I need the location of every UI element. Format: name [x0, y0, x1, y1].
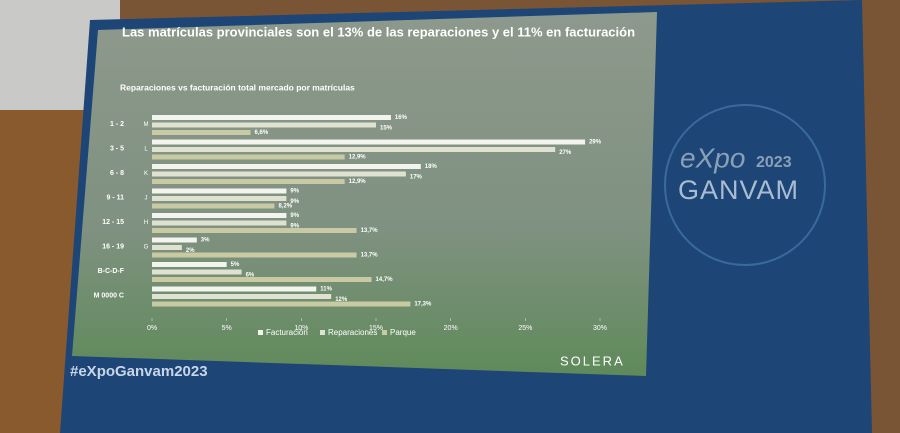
y-tick-label: M 0000 C	[94, 293, 124, 300]
value-label: 12%	[335, 297, 348, 303]
value-label: 15%	[380, 126, 393, 132]
value-label: 9%	[290, 213, 299, 219]
brand-year: 2023	[756, 154, 792, 171]
value-label: 9%	[290, 189, 299, 195]
category-code: J	[145, 195, 148, 201]
bar	[152, 245, 182, 250]
chart-title: Las matrículas provinciales son el 13% d…	[122, 24, 635, 39]
bar	[152, 220, 287, 226]
bar	[152, 252, 357, 258]
value-label: 29%	[589, 140, 602, 146]
bar	[152, 171, 406, 177]
x-tick-label: 0%	[147, 325, 157, 332]
bar	[152, 188, 287, 194]
x-tick-label: 30%	[593, 325, 607, 332]
value-label: 18%	[425, 164, 438, 170]
value-label: 16%	[395, 115, 408, 121]
y-tick-label: 9 - 11	[106, 195, 124, 202]
y-tick-label: B-C-D-F	[98, 268, 125, 275]
legend-swatch	[320, 330, 325, 335]
bar	[152, 139, 586, 145]
bar	[152, 196, 287, 201]
slide	[72, 12, 657, 376]
bar	[152, 147, 556, 152]
bar	[152, 164, 421, 169]
bar	[152, 237, 197, 243]
x-tick-label: 15%	[369, 325, 383, 332]
bar	[152, 269, 242, 275]
category-code: L	[144, 146, 148, 152]
y-tick-label: 1 - 2	[110, 121, 124, 128]
value-label: 13,7%	[361, 253, 379, 259]
bar	[152, 294, 332, 299]
value-label: 9%	[290, 224, 299, 230]
y-tick-label: 6 - 8	[110, 170, 124, 177]
bar	[152, 262, 227, 267]
sponsor: SOLERA	[560, 353, 625, 368]
brand-expo: eXpo	[680, 142, 745, 173]
bar	[152, 115, 391, 120]
x-tick-label: 25%	[518, 325, 532, 332]
x-tick-label: 5%	[222, 325, 232, 332]
bar	[152, 179, 345, 184]
value-label: 9%	[290, 199, 299, 205]
bar	[152, 154, 345, 160]
y-tick-label: 3 - 5	[110, 146, 124, 153]
bar	[152, 301, 411, 307]
value-label: 11%	[320, 287, 332, 293]
brand-name: GANVAM	[678, 175, 799, 205]
bar	[152, 213, 287, 218]
chart-subtitle: Reparaciones vs facturación total mercad…	[120, 82, 355, 92]
y-tick-label: 12 - 15	[102, 219, 124, 226]
value-label: 2%	[186, 248, 195, 254]
value-label: 14,7%	[376, 277, 394, 283]
legend-label: Reparaciones	[328, 328, 377, 337]
value-label: 13,7%	[361, 228, 379, 234]
bar	[152, 203, 275, 209]
legend-label: Facturación	[266, 328, 308, 337]
category-code: K	[144, 171, 148, 177]
value-label: 27%	[559, 150, 572, 156]
category-code: G	[144, 244, 149, 250]
deco-circle	[664, 104, 826, 266]
hashtag: #eXpoGanvam2023	[70, 363, 208, 380]
bar	[152, 286, 317, 292]
value-label: 12,9%	[349, 179, 367, 185]
x-tick-label: 10%	[294, 325, 308, 332]
value-label: 12,9%	[349, 155, 367, 161]
legend-swatch	[382, 330, 387, 335]
bar	[152, 130, 251, 135]
bar	[152, 277, 372, 282]
x-tick-label: 20%	[444, 325, 458, 332]
bar	[152, 228, 357, 233]
value-label: 17,3%	[414, 302, 432, 308]
category-code: M	[144, 122, 149, 128]
legend-label: Parque	[390, 328, 416, 337]
value-label: 17%	[410, 175, 423, 181]
bar	[152, 122, 376, 128]
value-label: 6,6%	[255, 130, 269, 136]
value-label: 6%	[246, 273, 255, 279]
category-code: H	[144, 220, 148, 226]
value-label: 8,2%	[278, 204, 292, 210]
value-label: 3%	[201, 238, 210, 244]
legend-swatch	[258, 330, 263, 335]
y-tick-label: 16 - 19	[102, 244, 124, 251]
value-label: 5%	[231, 262, 240, 268]
